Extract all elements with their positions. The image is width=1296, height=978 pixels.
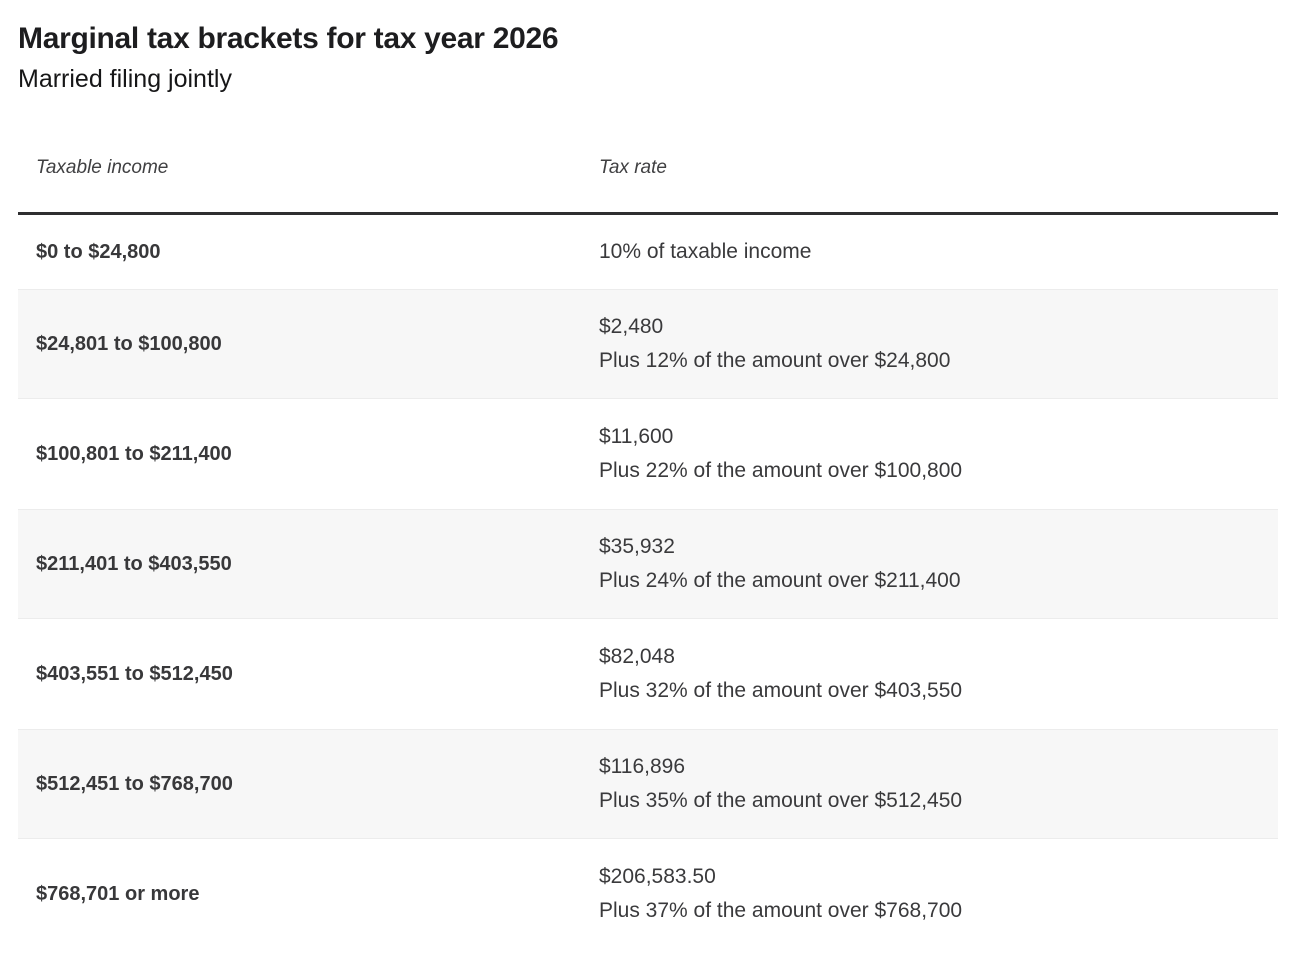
tax-rate-detail: Plus 12% of the amount over $24,800 (599, 349, 951, 372)
tax-rate-base: $82,048 (599, 645, 675, 668)
table-row: $768,701 or more $206,583.50 Plus 37% of… (18, 839, 1278, 949)
tax-rate-detail: Plus 24% of the amount over $211,400 (599, 569, 961, 592)
column-header-tax-rate: Tax rate (599, 157, 667, 178)
tax-rate-base: $2,480 (599, 315, 664, 338)
table-header-row: Taxable income Tax rate (18, 156, 1278, 215)
column-header-taxable-income: Taxable income (36, 157, 169, 178)
table-row: $211,401 to $403,550 $35,932 Plus 24% of… (18, 509, 1278, 619)
table-row: $403,551 to $512,450 $82,048 Plus 32% of… (18, 619, 1278, 729)
income-range: $512,451 to $768,700 (36, 773, 233, 795)
tax-rate-detail: Plus 35% of the amount over $512,450 (599, 789, 963, 812)
income-range: $768,701 or more (36, 883, 200, 905)
page: Marginal tax brackets for tax year 2026 … (18, 22, 1278, 949)
table-row: $100,801 to $211,400 $11,600 Plus 22% of… (18, 399, 1278, 509)
tax-rate-base: $116,896 (599, 755, 686, 778)
table-row: $24,801 to $100,800 $2,480 Plus 12% of t… (18, 289, 1278, 399)
tax-brackets-table: Taxable income Tax rate $0 to $24,800 10… (18, 156, 1278, 949)
tax-rate-base: $35,932 (599, 535, 675, 558)
table-row: $512,451 to $768,700 $116,896 Plus 35% o… (18, 729, 1278, 839)
tax-rate-detail: Plus 37% of the amount over $768,700 (599, 899, 963, 922)
page-subtitle: Married filing jointly (18, 65, 232, 93)
income-range: $403,551 to $512,450 (36, 663, 233, 685)
income-range: $24,801 to $100,800 (36, 333, 222, 355)
tax-rate-base: $206,583.50 (599, 865, 716, 888)
tax-rate-detail: Plus 32% of the amount over $403,550 (599, 679, 963, 702)
tax-rate-base: $11,600 (599, 425, 674, 448)
tax-rate-detail: Plus 22% of the amount over $100,800 (599, 459, 963, 482)
tax-rate-base: 10% of taxable income (599, 240, 812, 263)
income-range: $0 to $24,800 (36, 241, 161, 263)
page-title: Marginal tax brackets for tax year 2026 (18, 22, 559, 55)
income-range: $211,401 to $403,550 (36, 553, 232, 575)
income-range: $100,801 to $211,400 (36, 443, 232, 465)
table-row: $0 to $24,800 10% of taxable income (18, 215, 1278, 289)
